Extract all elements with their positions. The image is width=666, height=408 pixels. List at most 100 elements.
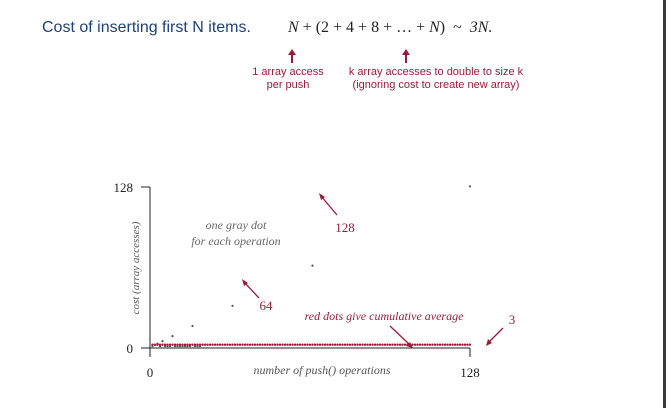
red-dot <box>271 343 274 346</box>
red-dot <box>166 343 169 346</box>
red-dot <box>453 343 457 346</box>
red-dot <box>298 343 302 346</box>
red-dot-note: red dots give cumulative average <box>305 309 465 323</box>
arrow-64-icon <box>243 281 260 299</box>
note-one-access-line2: per push <box>266 79 310 91</box>
red-dot <box>413 343 417 346</box>
red-dot <box>403 343 407 346</box>
red-dot <box>358 343 362 346</box>
red-dot <box>451 343 454 346</box>
red-dot <box>438 343 442 346</box>
red-dot <box>341 343 344 346</box>
note-one-access: 1 array access per push <box>238 66 338 92</box>
red-dot <box>393 343 397 346</box>
red-dot <box>158 343 162 346</box>
red-dot <box>466 343 469 346</box>
red-dot <box>351 343 354 346</box>
red-dot <box>253 343 257 346</box>
red-dot <box>231 343 234 346</box>
red-dot <box>263 343 267 346</box>
gray-dot <box>191 324 194 328</box>
label-3: 3 <box>509 312 516 327</box>
red-dot <box>291 343 294 346</box>
red-dot <box>406 343 409 346</box>
note-k-accesses-line2: (ignoring cost to create new array) <box>352 79 520 91</box>
red-dot <box>316 343 319 346</box>
formula-series-open: (2 + 4 + 8 + … + <box>315 19 430 36</box>
red-dot <box>398 343 402 346</box>
red-dot <box>348 343 352 346</box>
red-dot <box>211 343 214 346</box>
annotation-arrows <box>242 193 504 348</box>
red-dot <box>193 343 197 346</box>
gray-dot <box>231 304 234 307</box>
red-dot <box>268 343 272 346</box>
red-dot <box>428 343 432 346</box>
label-128: 128 <box>335 220 355 235</box>
red-dot <box>221 343 224 346</box>
red-dot <box>301 343 304 346</box>
y-axis-label: cost (array accesses) <box>130 221 142 314</box>
red-dot <box>411 343 414 346</box>
red-dot <box>426 343 429 346</box>
gray-dot <box>171 335 174 338</box>
red-dot <box>176 343 179 346</box>
x-tick-label-max: 128 <box>460 365 480 380</box>
label-64: 64 <box>260 298 274 313</box>
window-edge <box>663 0 666 408</box>
red-dot <box>223 343 227 346</box>
arrow-128-icon <box>320 195 338 216</box>
red-dot <box>206 343 209 346</box>
red-dot <box>368 343 372 346</box>
red-dot <box>308 343 312 346</box>
red-dot <box>213 343 217 346</box>
formula-result: 3N. <box>469 19 493 36</box>
red-dot <box>181 343 184 346</box>
arrow-3-icon <box>487 327 504 344</box>
red-dot <box>183 343 187 346</box>
red-dot <box>378 343 382 346</box>
red-dot <box>168 343 172 346</box>
red-dot <box>418 343 422 346</box>
red-dot <box>456 343 459 346</box>
red-dot <box>356 343 359 346</box>
red-dot <box>283 343 287 346</box>
red-dot <box>296 343 299 346</box>
red-dot <box>381 343 384 346</box>
red-dot <box>323 343 327 346</box>
arrow-up-icon <box>402 49 410 63</box>
red-dot <box>343 343 347 346</box>
red-dot <box>258 343 262 346</box>
red-dot <box>416 343 419 346</box>
formula-series-n: N <box>429 19 440 36</box>
red-dot <box>163 343 167 346</box>
red-dot <box>421 343 424 346</box>
red-dot <box>281 343 284 346</box>
red-dot <box>188 343 192 346</box>
red-dot <box>156 343 159 346</box>
red-dot <box>331 343 334 346</box>
red-dot <box>256 343 259 346</box>
chart-axes <box>141 186 471 357</box>
red-dot <box>338 343 342 346</box>
formula-plus: + <box>302 19 312 36</box>
arrow-128-head-icon <box>319 193 325 200</box>
formula-series-close: ) <box>439 19 446 36</box>
red-dot <box>218 343 222 346</box>
red-dot <box>236 343 239 346</box>
gray-dot-note-line1: one gray dot <box>206 218 267 232</box>
red-dot <box>363 343 367 346</box>
arrow-up-icon <box>288 49 296 63</box>
formula-n: N <box>288 19 299 36</box>
red-dot <box>288 343 292 346</box>
red-dot <box>328 343 332 346</box>
red-dot <box>178 343 182 346</box>
red-dot <box>226 343 229 346</box>
red-dot <box>408 343 412 346</box>
red-dot <box>198 343 202 346</box>
red-dot <box>293 343 297 346</box>
red-dot <box>276 343 279 346</box>
note-one-access-line1: 1 array access <box>252 66 324 78</box>
red-dot <box>261 343 264 346</box>
